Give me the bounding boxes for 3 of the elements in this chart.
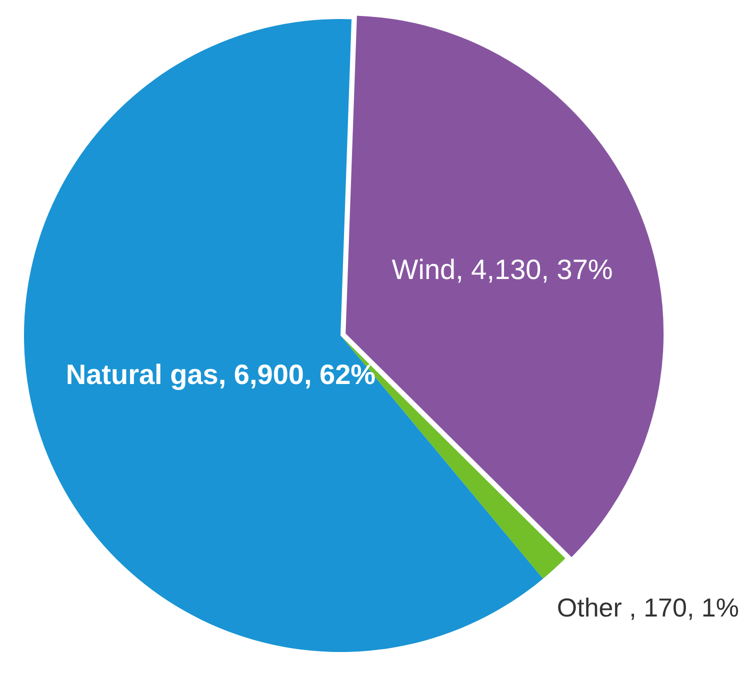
slice-label: Wind, 4,130, 37% [392,254,613,286]
slice-label: Other , 170, 1% [556,592,739,622]
slice-label: Natural gas, 6,900, 62% [66,359,376,390]
